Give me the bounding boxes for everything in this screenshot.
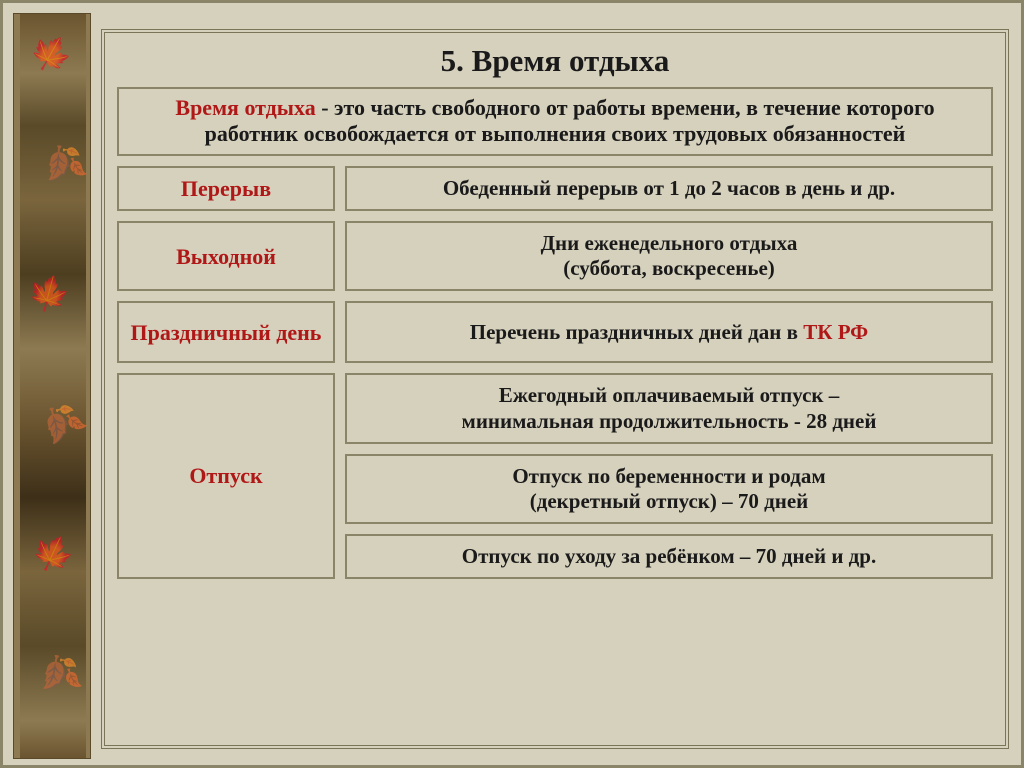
leaf-icon: 🍁 (24, 269, 75, 319)
desc-red: ТК РФ (803, 320, 868, 344)
vacation-item-childcare: Отпуск по уходу за ребёнком – 70 дней и … (345, 534, 993, 579)
vacation-items-col: Ежегодный оплачиваемый отпуск – минималь… (345, 373, 993, 579)
row-break: Перерыв Обеденный перерыв от 1 до 2 часо… (117, 166, 993, 211)
desc-pre: Перечень праздничных дней дан в (470, 320, 803, 344)
desc-line1: Дни еженедельного отдыха (541, 231, 798, 255)
cell-label-holiday: Праздничный день (117, 301, 335, 363)
line2: (декретный отпуск) – 70 дней (530, 489, 809, 513)
cell-desc-weekend: Дни еженедельного отдыха (суббота, воскр… (345, 221, 993, 291)
cell-label-weekend: Выходной (117, 221, 335, 291)
leaf-icon: 🍂 (32, 395, 90, 453)
definition-box: Время отдыха - это часть свободного от р… (117, 87, 993, 156)
label-text: Перерыв (181, 176, 271, 201)
leaf-icon: 🍂 (34, 649, 85, 699)
label-text: Выходной (176, 244, 276, 269)
desc-text: Дни еженедельного отдыха (суббота, воскр… (541, 231, 798, 281)
cell-desc-break: Обеденный перерыв от 1 до 2 часов в день… (345, 166, 993, 211)
label-text: Праздничный день (131, 320, 322, 345)
line1: Ежегодный оплачиваемый отпуск – (499, 383, 840, 407)
vacation-item-maternity: Отпуск по беременности и родам (декретны… (345, 454, 993, 524)
strip-texture: 🍁 🍂 🍁 🍂 🍁 🍂 (20, 14, 86, 758)
cell-desc-holiday: Перечень праздничных дней дан в ТК РФ (345, 301, 993, 363)
cell-label-break: Перерыв (117, 166, 335, 211)
row-vacation: Отпуск Ежегодный оплачиваемый отпуск – м… (117, 373, 993, 579)
line2: минимальная продолжительность - 28 дней (462, 409, 877, 433)
content-frame: 5. Время отдыха Время отдыха - это часть… (101, 29, 1009, 749)
slide-title: 5. Время отдыха (117, 43, 993, 79)
definition-term: Время отдыха (175, 95, 315, 120)
desc-text: Перечень праздничных дней дан в ТК РФ (470, 320, 868, 345)
cell-label-vacation: Отпуск (117, 373, 335, 579)
leaf-icon: 🍁 (23, 26, 80, 82)
decorative-strip: 🍁 🍂 🍁 🍂 🍁 🍂 (13, 13, 91, 759)
leaf-icon: 🍁 (26, 527, 81, 581)
definition-text: Время отдыха - это часть свободного от р… (175, 95, 934, 146)
line1: Отпуск по беременности и родам (512, 464, 825, 488)
leaf-icon: 🍂 (36, 138, 89, 190)
row-weekend: Выходной Дни еженедельного отдыха (суббо… (117, 221, 993, 291)
desc-text: Отпуск по беременности и родам (декретны… (512, 464, 825, 514)
vacation-item-annual: Ежегодный оплачиваемый отпуск – минималь… (345, 373, 993, 443)
desc-text: Обеденный перерыв от 1 до 2 часов в день… (443, 176, 895, 201)
desc-text: Отпуск по уходу за ребёнком – 70 дней и … (462, 544, 876, 569)
desc-text: Ежегодный оплачиваемый отпуск – минималь… (462, 383, 877, 433)
desc-line2: (суббота, воскресенье) (563, 256, 775, 280)
label-text: Отпуск (189, 463, 262, 489)
row-holiday: Праздничный день Перечень праздничных дн… (117, 301, 993, 363)
slide-outer-frame: 🍁 🍂 🍁 🍂 🍁 🍂 5. Время отдыха Время отдыха… (0, 0, 1024, 768)
